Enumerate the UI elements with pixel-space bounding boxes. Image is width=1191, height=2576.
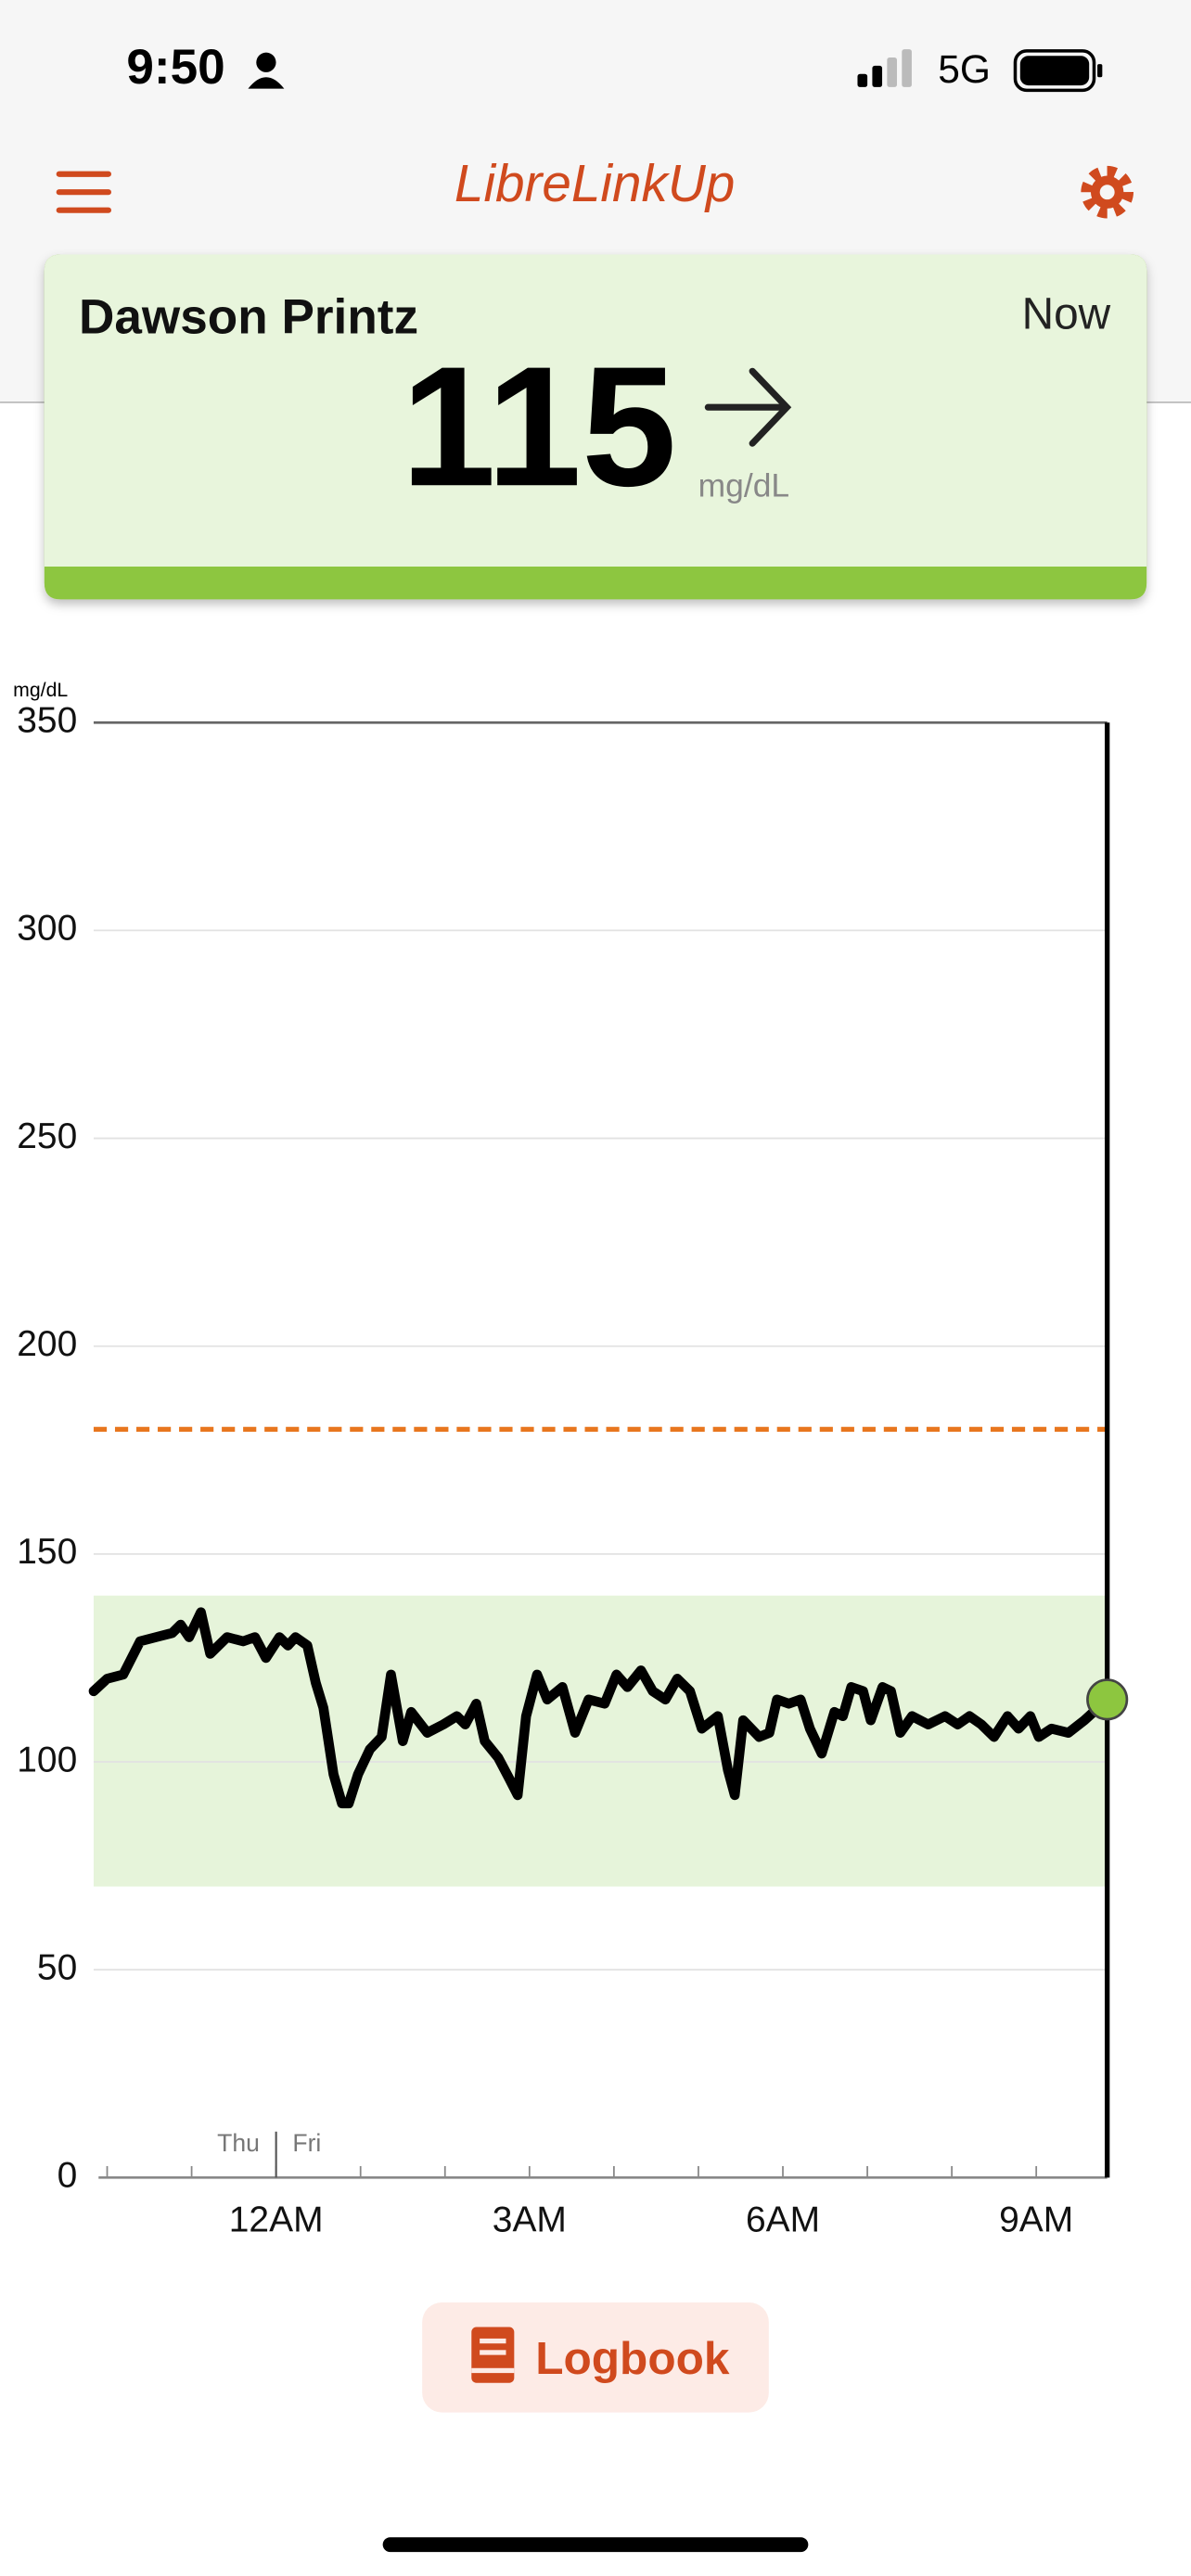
- settings-button[interactable]: [1081, 165, 1134, 219]
- y-tick-label: 350: [17, 701, 77, 741]
- y-tick-label: 50: [37, 1947, 77, 1987]
- y-tick-label: 100: [17, 1740, 77, 1779]
- app-title: LibreLinkUp: [455, 155, 735, 213]
- current-reading: [1086, 1678, 1129, 1721]
- reading-time: Now: [1022, 289, 1111, 338]
- glucose-value: 115: [401, 331, 676, 522]
- y-tick-label: 300: [17, 909, 77, 949]
- status-time: 9:50: [126, 40, 224, 95]
- signal-icon: [857, 49, 912, 87]
- glucose-line: [88, 1607, 1112, 1809]
- x-tick-label: 6AM: [746, 2200, 820, 2239]
- home-indicator: [382, 2537, 809, 2553]
- y-tick-label: 150: [17, 1532, 77, 1572]
- chart: 0 50 100 150 200 250 300 350 12AM 3AM 6AM 9AM Thu Fri: [17, 701, 1129, 2239]
- y-axis-label: mg/dL: [13, 679, 68, 701]
- day-label: Thu: [217, 2129, 260, 2157]
- logbook-icon: [471, 2327, 515, 2383]
- glucose-unit: mg/dL: [698, 466, 789, 504]
- status-network: 5G: [938, 48, 991, 92]
- trend-arrow: [704, 367, 792, 447]
- y-tick-label: 0: [58, 2156, 78, 2196]
- glucose-card: [44, 254, 1147, 600]
- person-icon: [248, 52, 285, 89]
- x-tick-label: 3AM: [493, 2200, 567, 2239]
- y-tick-label: 200: [17, 1324, 77, 1364]
- patient-name: Dawson Printz: [79, 289, 418, 344]
- x-tick-label: 9AM: [999, 2200, 1073, 2239]
- logbook-label[interactable]: Logbook: [535, 2332, 730, 2384]
- menu-button[interactable]: [56, 171, 111, 213]
- battery-icon: [1013, 49, 1103, 93]
- y-tick-label: 250: [17, 1116, 77, 1156]
- day-label: Fri: [292, 2129, 321, 2157]
- x-tick-label: 12AM: [229, 2200, 324, 2239]
